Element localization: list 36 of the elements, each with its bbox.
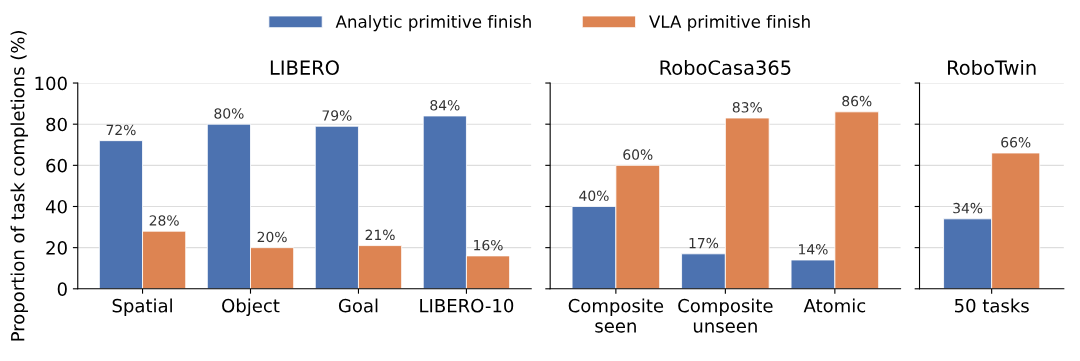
y-tick-label: 40	[45, 199, 67, 214]
data-label: 83%	[732, 102, 762, 113]
legend-label: VLA primitive finish	[649, 15, 810, 32]
x-tick-label: Composite unseen	[678, 298, 773, 333]
data-label: 34%	[953, 202, 983, 214]
x-tick-label: 50 tasks	[954, 298, 1029, 313]
data-label: 17%	[689, 237, 719, 249]
y-tick-label: 80	[46, 117, 67, 132]
legend-label: Analytic primitive finish	[335, 15, 531, 32]
y-tick-label: 0	[57, 282, 67, 296]
x-tick-label: Composite seen	[568, 298, 664, 333]
y-tick-label: 20	[46, 241, 67, 255]
x-tick-label: Goal	[338, 298, 378, 313]
chart-title: RoboCasa365	[660, 59, 791, 75]
y-tick-label: 100	[35, 76, 67, 91]
data-label: 21%	[365, 229, 395, 241]
y-tick-label: 60	[46, 158, 67, 173]
data-label: 28%	[149, 215, 179, 226]
data-label: 16%	[474, 239, 503, 251]
data-label: 86%	[842, 95, 872, 107]
x-tick-label: LIBERO-10	[420, 298, 514, 313]
data-label: 40%	[579, 190, 609, 202]
data-label: 84%	[430, 99, 460, 111]
data-label: 72%	[106, 124, 136, 136]
data-label: 80%	[214, 108, 244, 119]
y-axis-title: Proportion of task completions (%)	[10, 31, 29, 341]
data-label: 66%	[1001, 137, 1031, 148]
x-tick-label: Object	[222, 298, 280, 316]
data-label: 79%	[322, 110, 352, 121]
chart-title: RoboTwin	[948, 59, 1036, 75]
data-label: 20%	[257, 231, 287, 243]
data-label: 60%	[623, 149, 653, 160]
x-tick-label: Spatial	[112, 298, 172, 316]
chart-title: LIBERO	[270, 60, 339, 75]
data-label: 14%	[799, 244, 828, 255]
x-tick-label: Atomic	[803, 298, 866, 313]
